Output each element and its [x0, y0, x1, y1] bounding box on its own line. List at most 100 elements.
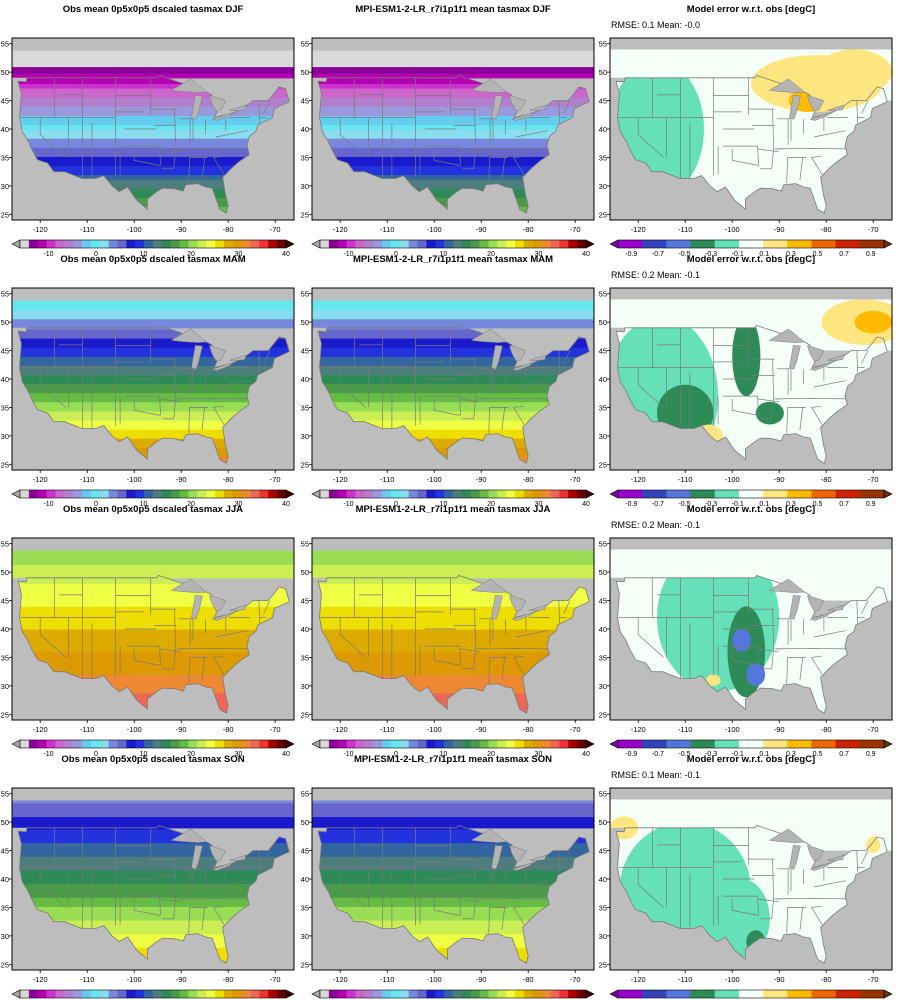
great-lake	[170, 328, 208, 343]
great-lake	[809, 862, 832, 871]
colorbar-segment	[666, 240, 691, 248]
x-tick-label: -70	[270, 475, 281, 484]
state-border	[473, 109, 476, 169]
state-border	[731, 648, 759, 666]
state-border	[510, 897, 549, 900]
colorbar-segment	[550, 490, 560, 498]
colorbar-segment	[763, 490, 788, 498]
temperature-band	[18, 592, 290, 598]
y-tick-label: 35	[599, 903, 607, 912]
great-lake	[470, 328, 508, 343]
y-tick-label: 35	[301, 153, 309, 162]
colorbar-tick-label: 20	[487, 501, 495, 508]
colorbar-tick-label: 30	[235, 751, 243, 758]
colorbar-segment	[506, 490, 516, 498]
colorbar-segment	[787, 490, 812, 498]
colorbar-segment	[346, 740, 356, 748]
colorbar-segment	[99, 740, 109, 748]
y-tick-label: 30	[599, 182, 607, 191]
temperature-band	[318, 924, 590, 930]
temperature-band	[318, 910, 590, 916]
temperature-band-canada	[12, 811, 294, 815]
colorbar-frame	[319, 239, 587, 249]
colorbar-segment	[64, 240, 74, 248]
great-lake	[170, 78, 208, 93]
colorbar-segment	[126, 240, 136, 248]
colorbar-segment	[90, 490, 101, 498]
x-tick-label: -80	[223, 975, 234, 984]
colorbar-segment	[28, 740, 39, 748]
colorbar-tick-label: 40	[282, 501, 290, 508]
temperature-band-canada	[12, 816, 294, 820]
temperature-band	[318, 892, 590, 898]
panel-title: Obs mean 0p5x0p5 dscaled tasmax SON	[61, 754, 244, 765]
colorbar-tick-label: 30	[535, 251, 543, 258]
colorbar-segment	[328, 490, 339, 498]
state-border	[353, 77, 356, 118]
colorbar-segment	[73, 740, 83, 748]
great-lake	[170, 828, 208, 843]
colorbar-segment	[568, 740, 578, 748]
temperature-band	[18, 938, 290, 944]
state-border	[651, 77, 654, 118]
temperature-band	[18, 588, 290, 594]
state-border	[637, 867, 664, 908]
state-border	[501, 657, 506, 681]
temperature-band-canada	[12, 300, 294, 304]
colorbar-segment	[550, 240, 560, 248]
temperature-band	[318, 124, 590, 130]
state-border	[488, 657, 491, 684]
x-tick-label: -90	[176, 225, 187, 234]
temperature-band	[318, 188, 590, 194]
colorbar-segment	[364, 990, 374, 998]
colorbar-segment	[364, 240, 374, 248]
temperature-band	[18, 433, 290, 439]
temperature-band	[318, 842, 590, 848]
colorbar-frame	[19, 989, 287, 999]
state-border	[637, 117, 664, 158]
y-tick-label: 55	[301, 40, 309, 49]
temperature-band	[318, 674, 590, 680]
state-border	[799, 157, 804, 181]
colorbar-segment	[399, 490, 409, 498]
temperature-band	[18, 429, 290, 435]
great-lake	[827, 354, 845, 362]
temperature-band	[18, 329, 290, 335]
colorbar-segment	[223, 490, 234, 498]
temperature-band	[18, 347, 290, 353]
great-lake	[511, 362, 534, 371]
temperature-band	[18, 424, 290, 430]
colorbar-high-extend	[883, 739, 893, 749]
colorbar-segment	[337, 740, 347, 748]
colorbar-tick-label: -10	[343, 751, 353, 758]
y-tick-label: 50	[301, 568, 309, 577]
colorbar-segment	[37, 240, 47, 248]
x-tick-label: -120	[631, 725, 646, 734]
temperature-band	[18, 679, 290, 685]
colorbar-segment	[382, 490, 392, 498]
colorbar-segment	[541, 740, 551, 748]
colorbar-segment	[835, 990, 861, 998]
panel-title: Model error w.r.t. obs [degC]	[687, 254, 815, 265]
panel-title: MPI-ESM1-2-LR_r7i1p1f1 mean tasmax MAM	[353, 254, 553, 265]
great-lake	[768, 328, 806, 343]
temperature-band-canada	[312, 314, 594, 318]
great-lake	[807, 95, 825, 112]
y-tick-label: 25	[1, 710, 9, 719]
colorbar-segment	[559, 740, 569, 748]
colorbar-high-extend	[585, 739, 595, 749]
colorbar-tick-label: 0	[394, 251, 398, 258]
colorbar-segment	[390, 990, 401, 998]
state-border	[201, 157, 206, 181]
temperature-band-canada	[312, 66, 594, 70]
great-lake	[809, 612, 832, 621]
temperature-band	[18, 165, 290, 171]
colorbar-segment	[763, 740, 788, 748]
colorbar-segment	[328, 740, 339, 748]
colorbar-segment	[82, 240, 92, 248]
state-border	[563, 350, 571, 364]
great-lake	[789, 845, 801, 870]
temperature-band	[18, 633, 290, 639]
colorbar-segment	[738, 490, 764, 498]
